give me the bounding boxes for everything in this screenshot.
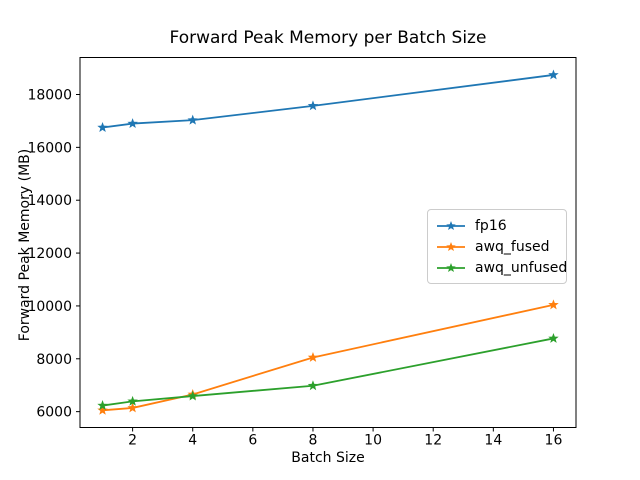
x-tick-label: 14 (484, 433, 502, 449)
series-awq_unfused-marker (127, 395, 138, 406)
series-fp16-marker (307, 100, 319, 111)
series-awq_fused-marker (97, 404, 108, 415)
y-tick-label: 18000 (27, 88, 72, 104)
legend-line-sample (437, 220, 465, 230)
series-awq_unfused-line (101, 337, 555, 407)
y-tick-label: 12000 (27, 246, 72, 262)
legend-line-sample (437, 241, 465, 251)
series-awq_unfused-marker (187, 390, 198, 401)
legend-swatch-star (446, 262, 456, 272)
y-tick-label: 6000 (36, 405, 72, 421)
series-awq_unfused-marker (307, 380, 319, 391)
y-tick-label: 8000 (36, 352, 72, 368)
x-axis-label: Batch Size (291, 450, 365, 466)
legend-label: awq_fused (475, 238, 550, 255)
series-fp16-marker (97, 122, 108, 132)
y-tick-label: 10000 (27, 299, 72, 315)
legend-line-sample (437, 262, 465, 272)
x-tick-label: 2 (128, 433, 137, 449)
series-fp16-marker (187, 114, 198, 125)
x-tick-label: 10 (364, 433, 382, 449)
x-tick-label: 6 (248, 433, 257, 449)
y-tick-label: 16000 (27, 140, 72, 156)
series-awq_unfused-marker (548, 332, 559, 343)
legend-entry-fp16: fp16 (436, 215, 558, 236)
y-tick-label: 14000 (27, 193, 72, 209)
legend-swatch-star (446, 241, 456, 251)
x-tick-label: 8 (309, 433, 318, 449)
x-tick-label: 16 (545, 433, 563, 449)
series-fp16-line (101, 74, 555, 129)
series-awq_fused-marker (307, 351, 319, 362)
y-axis-label: Forward Peak Memory (MB) (17, 148, 33, 342)
legend-label: awq_unfused (475, 259, 568, 276)
series-awq_fused-line (101, 303, 555, 412)
series-fp16-marker (548, 69, 559, 80)
legend-label: fp16 (475, 217, 507, 234)
x-tick-label: 12 (424, 433, 442, 449)
x-tick-label: 4 (188, 433, 197, 449)
axes-spines (79, 57, 577, 428)
series-awq_fused-marker (127, 402, 138, 413)
series-awq_unfused-marker (97, 400, 108, 411)
legend-swatch-star (446, 220, 456, 230)
legend-entry-awq-fused: awq_fused (436, 236, 558, 257)
series-awq_fused-marker (548, 299, 559, 310)
legend-entry-awq-unfused: awq_unfused (436, 257, 567, 278)
series-fp16-marker (127, 118, 138, 129)
chart-title: Forward Peak Memory per Batch Size (169, 28, 487, 48)
legend: fp16 awq_fused awq_unfused (427, 209, 567, 284)
